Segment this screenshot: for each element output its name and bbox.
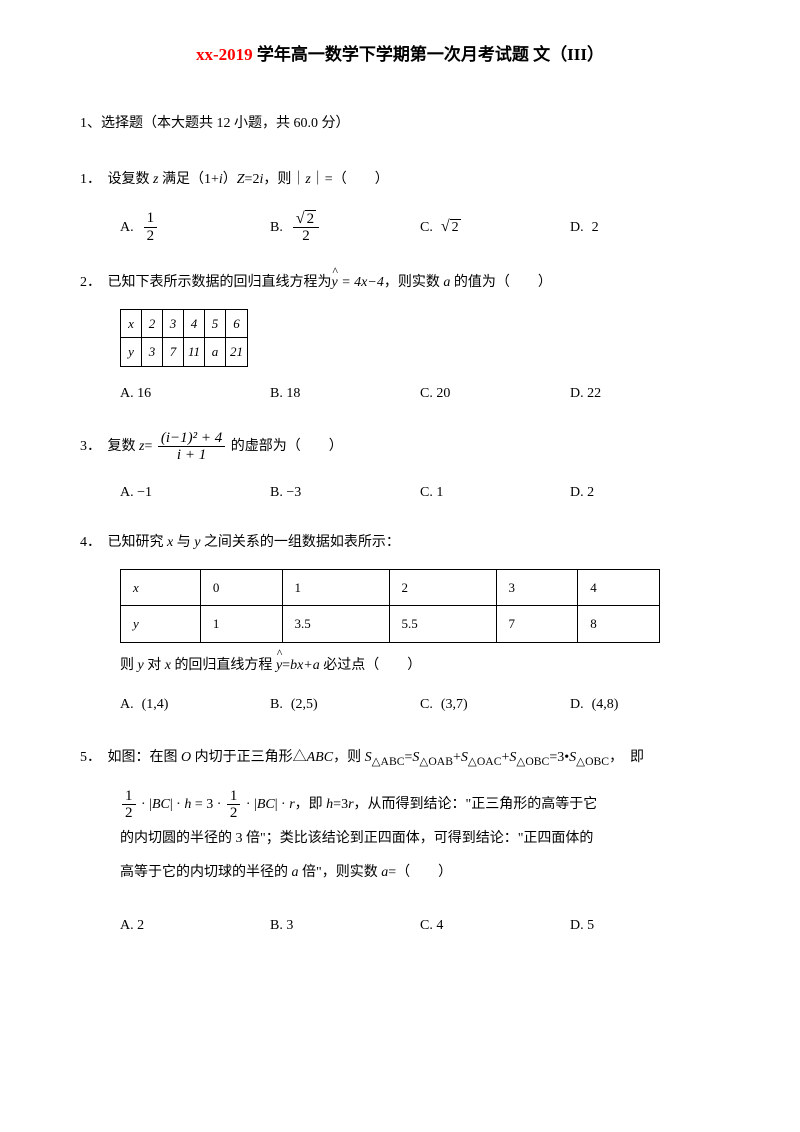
q5-stem: 5． 如图：在图 O 内切于正三角形△ABC，则 S△ABC=S△OAB+S△O… bbox=[80, 741, 720, 776]
title-rest: 学年高一数学下学期第一次月考试题 文（III） bbox=[253, 45, 604, 64]
q5-option-b: B. 3 bbox=[270, 913, 420, 938]
q3-stem: 3． 复数 z= (i−1)² + 4i + 1 的虚部为（ ） bbox=[80, 430, 720, 464]
q2-option-c: C. 20 bbox=[420, 381, 570, 406]
q4-option-b: B.(2,5) bbox=[270, 692, 420, 717]
q1-option-d: D. 2 bbox=[570, 210, 720, 245]
question-4: 4． 已知研究 x 与 y 之间关系的一组数据如表所示： x 0 1 2 3 4… bbox=[80, 529, 720, 721]
q2-options: A. 16 B. 18 C. 20 D. 22 bbox=[120, 377, 720, 410]
q4-option-a: A.(1,4) bbox=[120, 692, 270, 717]
q5-equation-line: 12 · |BC| · h = 3 · 12 · |BC| · r，即 h=3r… bbox=[120, 788, 720, 822]
q3-option-b: B. −3 bbox=[270, 480, 420, 505]
q1-stem: 1． 设复数 z 满足（1+i）Z=2i，则｜z｜=（ ） bbox=[80, 166, 720, 194]
q1-option-c: C. 2 bbox=[420, 210, 570, 245]
sqrt: 2 bbox=[441, 213, 461, 242]
question-5: 5． 如图：在图 O 内切于正三角形△ABC，则 S△ABC=S△OAB+S△O… bbox=[80, 741, 720, 942]
q3-options: A. −1 B. −3 C. 1 D. 2 bbox=[120, 476, 720, 509]
fraction: 22 bbox=[293, 210, 319, 245]
title-red: xx-2019 bbox=[196, 45, 253, 64]
q3-option-c: C. 1 bbox=[420, 480, 570, 505]
table-row: y 3 7 11 a 21 bbox=[121, 338, 248, 366]
table-row: x 0 1 2 3 4 bbox=[121, 570, 660, 606]
q1-options: A. 12 B. 22 C. 2 D. 2 bbox=[120, 206, 720, 249]
q3-option-d: D. 2 bbox=[570, 480, 720, 505]
table-row: x 2 3 4 5 6 bbox=[121, 309, 248, 337]
q2-option-b: B. 18 bbox=[270, 381, 420, 406]
q1-option-b: B. 22 bbox=[270, 210, 420, 245]
fraction: (i−1)² + 4i + 1 bbox=[158, 430, 225, 464]
q4-line2: 则 y 对 x 的回归直线方程 y=bx+a 必过点（ ） bbox=[120, 653, 720, 678]
section-heading: 1、选择题（本大题共 12 小题，共 60.0 分） bbox=[80, 111, 720, 136]
q4-stem: 4． 已知研究 x 与 y 之间关系的一组数据如表所示： bbox=[80, 529, 720, 557]
q4-options: A.(1,4) B.(2,5) C.(3,7) D.(4,8) bbox=[120, 688, 720, 721]
fraction: 12 bbox=[144, 210, 158, 244]
q3-option-a: A. −1 bbox=[120, 480, 270, 505]
q4-option-d: D.(4,8) bbox=[570, 692, 720, 717]
q5-options: A. 2 B. 3 C. 4 D. 5 bbox=[120, 909, 720, 942]
q2-stem: 2． 已知下表所示数据的回归直线方程为y = 4x−4，则实数 a 的值为（ ） bbox=[80, 269, 720, 297]
page-title: xx-2019 学年高一数学下学期第一次月考试题 文（III） bbox=[80, 40, 720, 71]
table-row: y 1 3.5 5.5 7 8 bbox=[121, 606, 660, 642]
q2-table: x 2 3 4 5 6 y 3 7 11 a 21 bbox=[120, 309, 248, 367]
fraction: 12 bbox=[122, 788, 136, 822]
q1-option-a: A. 12 bbox=[120, 210, 270, 245]
q5-option-c: C. 4 bbox=[420, 913, 570, 938]
question-2: 2． 已知下表所示数据的回归直线方程为y = 4x−4，则实数 a 的值为（ ）… bbox=[80, 269, 720, 410]
fraction: 12 bbox=[227, 788, 241, 822]
q4-table: x 0 1 2 3 4 y 1 3.5 5.5 7 8 bbox=[120, 569, 660, 643]
q2-option-d: D. 22 bbox=[570, 381, 720, 406]
q5-line4: 高等于它的内切球的半径的 a 倍"，则实数 a=（ ） bbox=[120, 856, 720, 890]
exam-page: xx-2019 学年高一数学下学期第一次月考试题 文（III） 1、选择题（本大… bbox=[0, 0, 800, 1002]
q5-option-a: A. 2 bbox=[120, 913, 270, 938]
q4-option-c: C.(3,7) bbox=[420, 692, 570, 717]
q5-option-d: D. 5 bbox=[570, 913, 720, 938]
q5-line3: 的内切圆的半径的 3 倍"；类比该结论到正四面体，可得到结论："正四面体的 bbox=[120, 822, 720, 856]
question-3: 3． 复数 z= (i−1)² + 4i + 1 的虚部为（ ） A. −1 B… bbox=[80, 430, 720, 509]
question-1: 1． 设复数 z 满足（1+i）Z=2i，则｜z｜=（ ） A. 12 B. 2… bbox=[80, 166, 720, 249]
q2-option-a: A. 16 bbox=[120, 381, 270, 406]
